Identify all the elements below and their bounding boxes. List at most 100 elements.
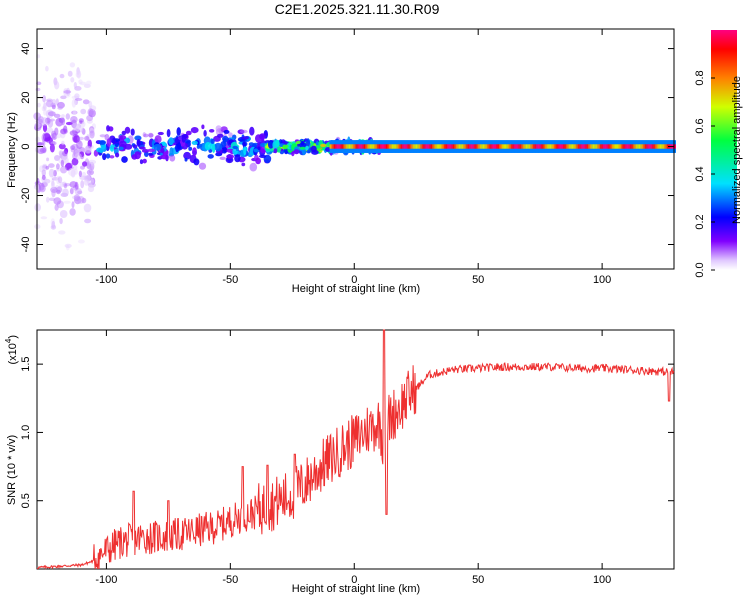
colorbar-tick-label: 0.4: [694, 166, 706, 181]
heatmap-blob: [41, 134, 45, 142]
heatmap-blob: [41, 174, 46, 181]
heatmap-blob: [84, 136, 90, 141]
heatmap-blob: [222, 135, 229, 143]
heatmap-blob: [64, 243, 72, 248]
heatmap-blob: [160, 147, 165, 154]
heatmap-blob: [45, 127, 54, 133]
heatmap-blob: [269, 147, 274, 152]
heatmap-blob: [69, 208, 76, 216]
heatmap-blob: [226, 154, 235, 159]
heatmap-blob: [57, 106, 63, 110]
heatmap-blob: [255, 157, 261, 165]
heatmap-blob: [73, 123, 82, 129]
y-tick-label: 0.5: [20, 493, 32, 508]
heatmap-blob: [112, 137, 117, 144]
heatmap-blob: [217, 133, 224, 138]
heatmap-blob: [109, 144, 115, 152]
heatmap-blob: [60, 95, 67, 100]
heatmap-blob: [169, 147, 174, 156]
heatmap-blob: [118, 140, 127, 148]
heatmap-blob: [148, 152, 154, 156]
y-tick-label: 20: [20, 91, 32, 103]
heatmap-blob: [45, 65, 49, 72]
heatmap-blob: [51, 104, 56, 110]
heatmap-blob: [87, 185, 95, 193]
x-tick-label: 100: [593, 274, 611, 286]
heatmap-blob: [45, 165, 50, 170]
heatmap-blob: [59, 151, 63, 159]
heatmap-blob: [241, 136, 250, 140]
heatmap-blob: [203, 130, 207, 137]
heatmap-blob: [56, 189, 61, 195]
heatmap-blob: [234, 154, 241, 163]
heatmap-blob: [249, 126, 255, 136]
x-tick-label: 100: [593, 574, 611, 586]
heatmap-blob: [71, 99, 77, 108]
heatmap-blob: [190, 127, 199, 134]
heatmap-blob: [63, 90, 72, 94]
heatmap-blob: [221, 146, 228, 154]
heatmap-blob: [34, 203, 41, 212]
heatmap-blob: [228, 132, 233, 138]
heatmap-blob: [320, 143, 327, 148]
heatmap-blob: [77, 190, 83, 195]
heatmap-blob: [220, 141, 227, 148]
heatmap-blob: [243, 146, 247, 156]
heatmap-blob: [84, 218, 92, 224]
heatmap-blob: [79, 175, 88, 180]
x-tick-label: -50: [222, 274, 238, 286]
heatmap-blob: [71, 201, 75, 209]
colorbar-tick-label: 0.2: [694, 214, 706, 229]
heatmap-blob: [54, 127, 59, 136]
heatmap-blob: [99, 134, 106, 138]
heatmap-blob: [80, 165, 85, 170]
heatmap-blob: [124, 126, 131, 134]
heatmap-blob: [166, 129, 171, 138]
heatmap-blob: [42, 124, 48, 132]
heatmap-blob: [74, 153, 82, 160]
heatmap-blob: [78, 79, 83, 85]
heatmap-blob: [255, 134, 262, 143]
heatmap-blob: [201, 124, 205, 130]
heatmap-blob: [157, 131, 164, 136]
heatmap-blob: [209, 129, 215, 133]
heatmap-blob: [61, 140, 65, 146]
heatmap-blob: [293, 149, 300, 155]
heatmap-blob: [148, 133, 154, 138]
y-tick-label: 40: [20, 42, 32, 54]
colorbar-label: Normalized spectral amplitude: [731, 76, 743, 224]
x-tick-label: -100: [95, 274, 117, 286]
heatmap-blob: [169, 154, 176, 162]
heatmap-blob: [87, 108, 94, 117]
heatmap-blob: [43, 102, 47, 111]
heatmap-blob: [139, 159, 144, 165]
heatmap-blob: [61, 114, 65, 118]
heatmap-blob: [56, 163, 60, 170]
heatmap-blob: [198, 162, 207, 170]
heatmap-blob: [279, 139, 283, 145]
heatmap-blob: [273, 148, 278, 154]
heatmap-blob: [267, 140, 274, 149]
heatmap-blob: [88, 159, 97, 165]
x-tick-label: 50: [472, 274, 484, 286]
heatmap-blob: [310, 145, 317, 153]
heatmap-blob: [275, 139, 280, 148]
heatmap-blob: [73, 82, 77, 89]
heatmap-blob: [78, 170, 82, 177]
heatmap-blob: [115, 152, 120, 158]
heatmap-blob: [98, 140, 107, 145]
heatmap-blob: [192, 147, 197, 157]
heatmap-blob: [71, 157, 79, 166]
heatmap-blob: [282, 144, 289, 148]
heatmap-blob: [139, 146, 146, 150]
y-tick-label: -20: [20, 188, 32, 204]
heatmap-blob: [67, 70, 73, 77]
heatmap-blob: [82, 99, 90, 105]
heatmap-blob: [106, 138, 112, 147]
snr-frame: [36, 329, 675, 570]
heatmap-blob: [181, 134, 186, 143]
heatmap-blob: [72, 134, 80, 143]
heatmap-blob: [58, 230, 66, 235]
y-tick-label: 1.0: [20, 425, 32, 440]
